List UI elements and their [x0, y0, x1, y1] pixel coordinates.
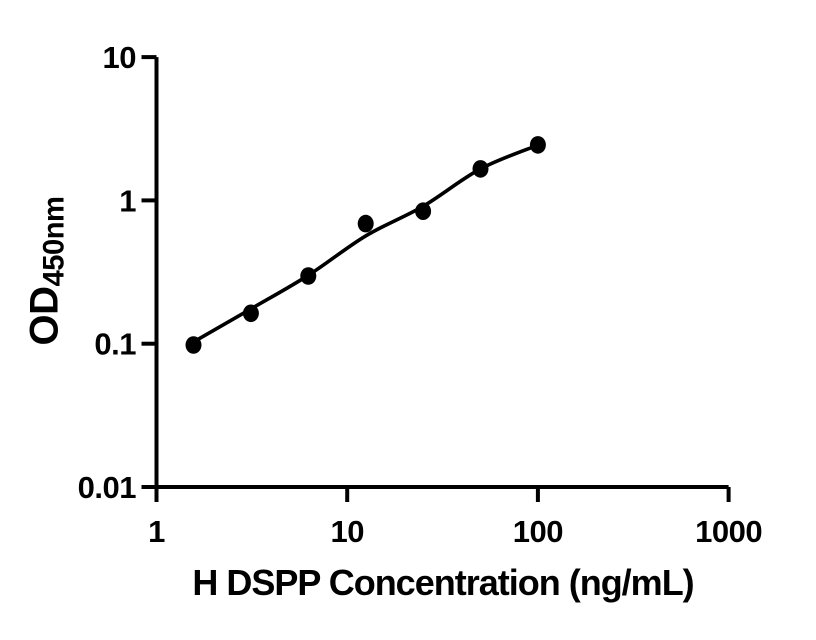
- data-point: [415, 202, 432, 220]
- data-point: [529, 136, 546, 154]
- data-point: [185, 336, 202, 354]
- y-tick-label-10: 10: [103, 40, 136, 75]
- x-tick-label-1: 1: [148, 514, 165, 549]
- y-axis-title-main: OD: [22, 286, 67, 346]
- x-tick-label-10: 10: [330, 514, 363, 549]
- data-point: [472, 160, 489, 178]
- y-tick-label-0.1: 0.1: [94, 327, 136, 362]
- y-tick-label-1: 1: [119, 183, 136, 218]
- y-tick-label-0.01: 0.01: [78, 470, 137, 505]
- data-point: [300, 267, 317, 285]
- data-point: [242, 304, 259, 323]
- x-axis-title: H DSPP Concentration (ng/mL): [192, 562, 694, 603]
- y-axis-title-subscript: 450nm: [38, 196, 71, 287]
- x-tick-label-100: 100: [513, 514, 563, 549]
- y-axis-title: OD450nm: [22, 197, 71, 346]
- data-point: [357, 214, 374, 233]
- x-tick-label-1000: 1000: [695, 514, 762, 549]
